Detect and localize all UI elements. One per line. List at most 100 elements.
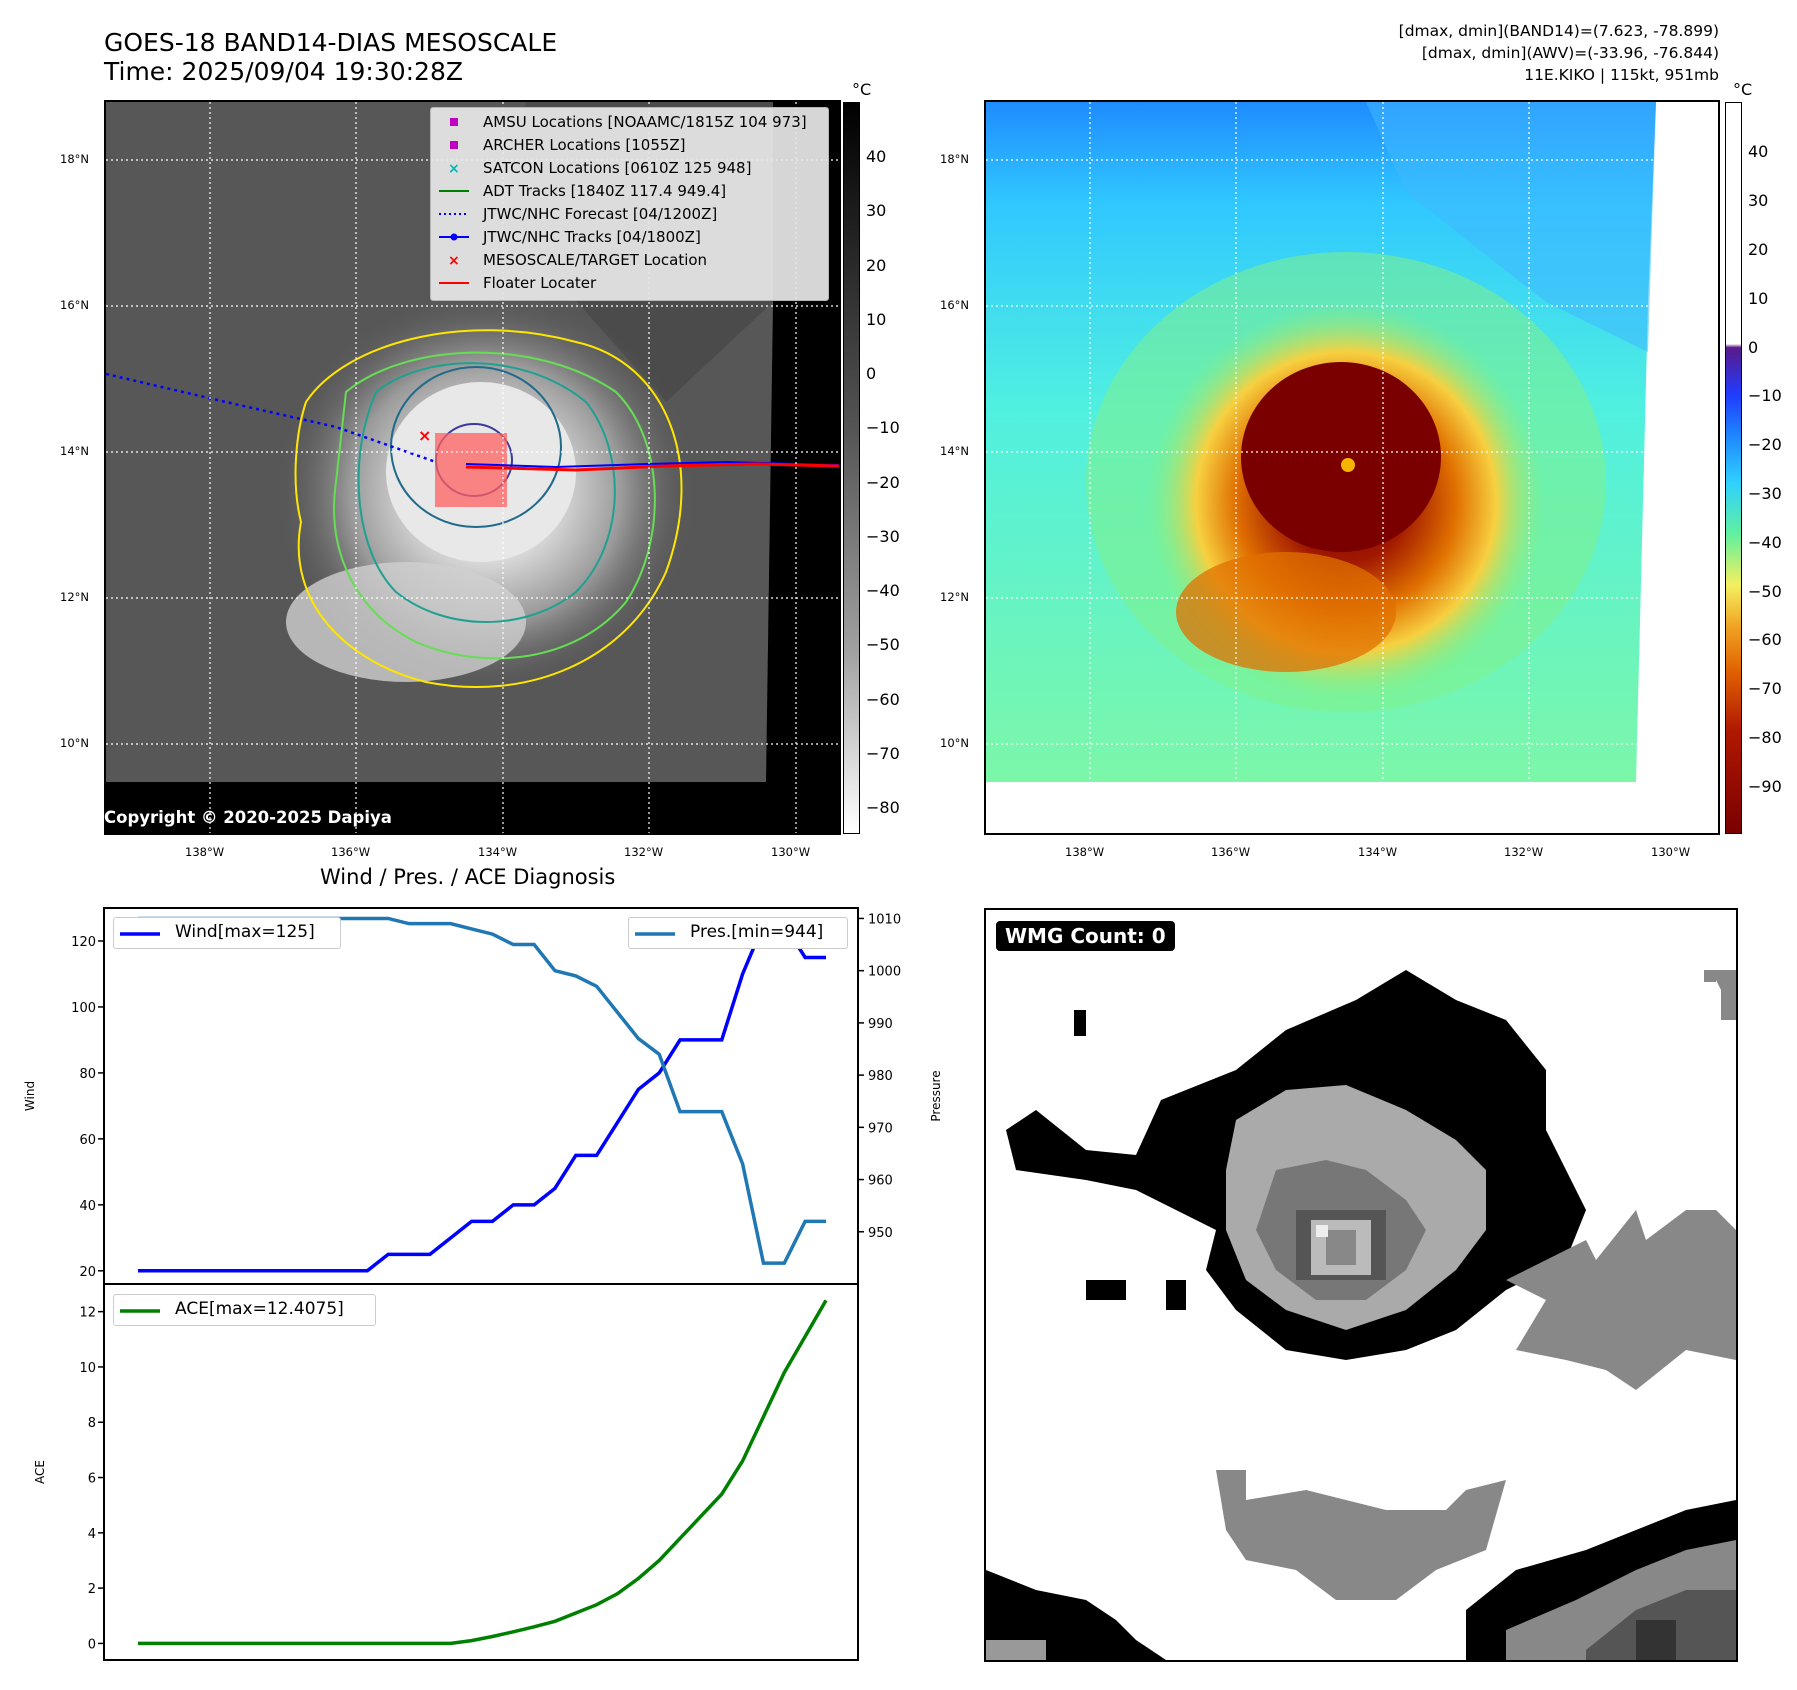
colorbar-tick: 30 <box>866 201 887 220</box>
wind-tick-label: 20 <box>79 1265 96 1280</box>
legend-item-amsu: AMSU Locations [NOAAMC/1815Z 104 973] <box>431 111 828 133</box>
lon-label: 130°W <box>1651 845 1691 859</box>
page-title: GOES-18 BAND14-DIAS MESOSCALE <box>104 28 558 57</box>
lat-label: 14°N <box>60 444 89 458</box>
ace-tick-label: 8 <box>88 1416 96 1431</box>
colorbar-tick: 40 <box>866 147 887 166</box>
wmg-count-badge: WMG Count: 0 <box>996 921 1175 951</box>
lon-label: 138°W <box>185 845 225 859</box>
wind-tick-label: 40 <box>79 1199 96 1214</box>
lon-label: 134°W <box>478 845 518 859</box>
colorbar-tick: −40 <box>1748 533 1782 552</box>
colorbar-tick: 20 <box>866 256 887 275</box>
svg-text:×: × <box>418 426 431 445</box>
lon-label: 134°W <box>1358 845 1398 859</box>
ace-tick-label: 10 <box>79 1361 96 1376</box>
map-legend: AMSU Locations [NOAAMC/1815Z 104 973] AR… <box>430 107 829 301</box>
wind-series-line <box>138 922 826 1273</box>
info-storm-id: 11E.KIKO | 115kt, 951mb <box>1524 66 1719 84</box>
ace-tick-label: 2 <box>88 1582 96 1597</box>
pressure-legend: Pres.[min=944] <box>628 917 848 949</box>
svg-text:×: × <box>448 161 460 177</box>
legend-item-adt: ADT Tracks [1840Z 117.4 949.4] <box>439 182 727 200</box>
left-colorbar <box>843 102 860 834</box>
lat-label: 14°N <box>940 444 969 458</box>
ace-axis: 12 10 8 6 4 2 0 <box>79 1306 104 1652</box>
copyright-text: Copyright © 2020-2025 Dapiya <box>104 808 392 827</box>
lon-label: 130°W <box>771 845 811 859</box>
colorbar-tick: −40 <box>866 581 900 600</box>
lon-label: 138°W <box>1065 845 1105 859</box>
lon-label: 136°W <box>1211 845 1251 859</box>
legend-item-archer: ARCHER Locations [1055Z] <box>431 134 828 156</box>
colorbar-tick: 0 <box>866 364 877 383</box>
colorbar-tick: −20 <box>1748 435 1782 454</box>
wind-tick-label: 100 <box>71 1001 96 1016</box>
svg-text:×: × <box>448 253 460 269</box>
colorbar-tick: −10 <box>866 418 900 437</box>
ace-axis-title: ACE <box>33 1460 47 1484</box>
wmg-image <box>986 910 1736 1660</box>
colorbar-tick: −60 <box>1748 630 1782 649</box>
colorbar-tick: −20 <box>866 473 900 492</box>
lat-label: 12°N <box>940 590 969 604</box>
legend-item-target: × MESOSCALE/TARGET Location <box>448 251 708 269</box>
colorbar-tick: −70 <box>866 744 900 763</box>
legend-item-forecast: JTWC/NHC Forecast [04/1200Z] <box>439 205 718 223</box>
pressure-tick-label: 970 <box>868 1121 893 1136</box>
diag-title: Wind / Pres. / ACE Diagnosis <box>320 865 616 889</box>
pressure-axis: 1010 1000 990 980 970 960 950 <box>858 912 901 1241</box>
lon-label: 132°W <box>624 845 664 859</box>
pressure-tick-label: 990 <box>868 1017 893 1032</box>
lat-label: 12°N <box>60 590 89 604</box>
lon-label: 132°W <box>1504 845 1544 859</box>
info-band14-range: [dmax, dmin](BAND14)=(7.623, -78.899) <box>1398 22 1719 40</box>
wind-axis: 120 100 80 60 40 20 <box>71 935 104 1280</box>
wind-axis-title: Wind <box>23 1081 37 1111</box>
colorbar-tick: −80 <box>866 798 900 817</box>
colorbar-tick: 10 <box>1748 289 1769 308</box>
right-colorbar <box>1725 102 1742 834</box>
colorbar-tick: 40 <box>1748 142 1769 161</box>
wind-legend: Wind[max=125] <box>113 917 341 949</box>
wmg-panel <box>984 908 1738 1662</box>
legend-item-floater: Floater Locater <box>439 274 597 292</box>
lon-label: 136°W <box>331 845 371 859</box>
pressure-tick-label: 950 <box>868 1226 893 1241</box>
left-colorbar-unit: °C <box>852 80 872 99</box>
colorbar-tick: −70 <box>1748 679 1782 698</box>
page-subtitle-time: Time: 2025/09/04 19:30:28Z <box>104 57 463 86</box>
pressure-tick-label: 980 <box>868 1069 893 1084</box>
colorbar-tick: −30 <box>1748 484 1782 503</box>
info-awv-range: [dmax, dmin](AWV)=(-33.96, -76.844) <box>1421 44 1719 62</box>
ace-tick-label: 6 <box>88 1472 96 1487</box>
wind-tick-label: 80 <box>79 1067 96 1082</box>
legend-item-satcon: × SATCON Locations [0610Z 125 948] <box>448 159 752 177</box>
pressure-axis-title: Pressure <box>929 1070 943 1121</box>
colorbar-tick: 30 <box>1748 191 1769 210</box>
colorbar-tick: 20 <box>1748 240 1769 259</box>
wind-tick-label: 120 <box>71 935 96 950</box>
colorbar-tick: 10 <box>866 310 887 329</box>
ace-series-line <box>138 1299 828 1646</box>
colorbar-tick: −10 <box>1748 386 1782 405</box>
pressure-series-line <box>138 916 826 1265</box>
pressure-tick-label: 960 <box>868 1174 893 1189</box>
colorbar-tick: −60 <box>866 690 900 709</box>
lat-label: 10°N <box>60 736 89 750</box>
pressure-tick-label: 1000 <box>868 965 901 980</box>
lat-label: 16°N <box>940 298 969 312</box>
awv-map-image <box>986 102 1718 833</box>
legend-item-tracks: JTWC/NHC Tracks [04/1800Z] <box>431 226 828 248</box>
lat-label: 18°N <box>60 152 89 166</box>
ace-tick-label: 0 <box>88 1637 96 1652</box>
colorbar-tick: −90 <box>1748 777 1782 796</box>
wind-tick-label: 60 <box>79 1133 96 1148</box>
ace-tick-label: 12 <box>79 1306 96 1321</box>
lat-label: 10°N <box>940 736 969 750</box>
pressure-tick-label: 1010 <box>868 912 901 927</box>
ace-frame <box>103 1283 859 1661</box>
colorbar-tick: 0 <box>1748 338 1759 357</box>
lat-label: 16°N <box>60 298 89 312</box>
